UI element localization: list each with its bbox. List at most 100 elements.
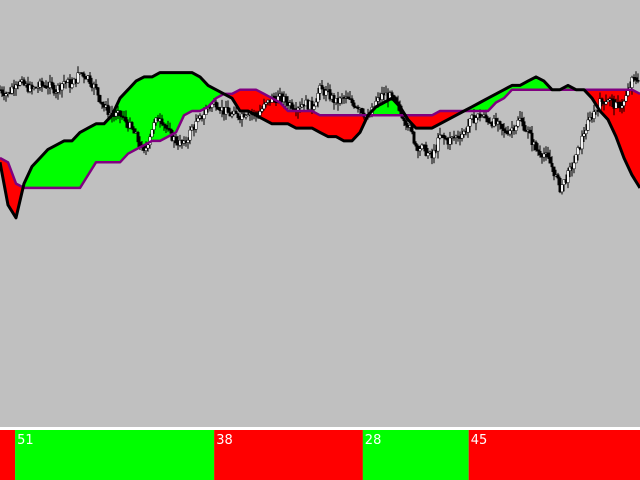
candle-body (262, 103, 266, 110)
segment-block (15, 430, 215, 480)
candle-body (468, 118, 472, 127)
candle-body (316, 93, 320, 103)
bullish-cloud-segment (95, 123, 105, 163)
candle-body (338, 97, 342, 104)
candle-body (162, 123, 166, 126)
segment-block (214, 430, 363, 480)
candle-body (320, 85, 324, 90)
candle-body (54, 92, 58, 94)
candle-body (484, 114, 488, 119)
candle-body (230, 113, 234, 117)
candle-body (298, 106, 302, 109)
bearish-cloud-segment (295, 110, 305, 129)
candle-body (620, 105, 624, 109)
bearish-cloud-segment (303, 110, 313, 129)
candle-body (36, 87, 40, 89)
candle-body (442, 135, 446, 139)
candle-body (478, 113, 482, 118)
candle-body (424, 144, 428, 156)
candle-body (550, 162, 554, 168)
candle-body (312, 105, 316, 110)
senkou-span-b-line (0, 88, 640, 190)
candle-body (456, 135, 460, 138)
candle-body (314, 101, 318, 107)
candle-body (444, 137, 448, 140)
candle-body (96, 87, 100, 96)
bearish-cloud-segment (423, 115, 433, 129)
candle-body (426, 152, 430, 156)
candle-body (538, 150, 542, 156)
candle-body (88, 75, 92, 84)
candle-body (356, 106, 360, 110)
bullish-cloud-segment (191, 72, 201, 112)
candle-body (132, 128, 136, 134)
candle-body (438, 134, 442, 139)
candle-body (46, 87, 50, 89)
segment-block (362, 430, 469, 480)
candle-body (204, 108, 208, 115)
candle-body (214, 101, 218, 108)
candle-body (124, 116, 128, 123)
candle-body (22, 79, 26, 86)
candle-body (264, 102, 268, 105)
candle-body (106, 104, 110, 115)
candle-body (290, 102, 294, 109)
candle-body (130, 122, 134, 129)
candle-body (402, 117, 406, 122)
candle-body (360, 108, 364, 114)
bullish-cloud-segment (167, 72, 177, 138)
candle-body (258, 111, 262, 116)
candle-body (630, 77, 634, 88)
candle-body (412, 131, 416, 144)
candle-body (614, 101, 618, 109)
candle-body (582, 133, 586, 137)
candle-body (522, 121, 526, 131)
candle-body (580, 135, 584, 150)
candle-body (68, 79, 72, 88)
candle-body (234, 110, 238, 114)
candle-body (144, 147, 148, 151)
candle-body (4, 93, 8, 97)
bullish-cloud-segment (63, 140, 73, 189)
candle-body (202, 114, 206, 120)
candle-body (324, 90, 328, 96)
candle-body (466, 125, 470, 133)
candle-body (404, 120, 408, 126)
bullish-cloud-segment (55, 140, 65, 189)
candle-body (480, 116, 484, 118)
candle-body (174, 136, 178, 144)
candle-body (18, 81, 22, 86)
candle-body (80, 72, 84, 74)
candle-body (514, 125, 518, 131)
lines-layer (0, 71, 640, 220)
candle-body (60, 83, 64, 91)
candle-body (414, 143, 418, 147)
candle-body (98, 95, 102, 103)
candle-body (94, 83, 98, 88)
candle-body (486, 117, 490, 123)
candle-body (622, 101, 626, 107)
candle-body (150, 129, 154, 138)
candle-body (236, 113, 240, 118)
segment-block (0, 430, 16, 480)
segment-label: 45 (471, 433, 488, 448)
candle-body (292, 108, 296, 110)
candle-body (618, 102, 622, 109)
candle-body (520, 117, 524, 122)
candle-body (194, 121, 198, 130)
bearish-cloud-segment (327, 115, 337, 137)
candle-body (14, 84, 18, 89)
candle-body (70, 83, 74, 88)
candle-body (284, 96, 288, 103)
segment-label: 28 (365, 433, 382, 448)
candle-body (390, 92, 394, 96)
candle-body (610, 98, 614, 100)
candle-body (462, 130, 466, 135)
candle-body (120, 115, 124, 118)
bar-separator (0, 427, 640, 430)
candle-body (502, 128, 506, 131)
candle-body (528, 129, 532, 134)
senkou-span-a-line (0, 71, 640, 220)
